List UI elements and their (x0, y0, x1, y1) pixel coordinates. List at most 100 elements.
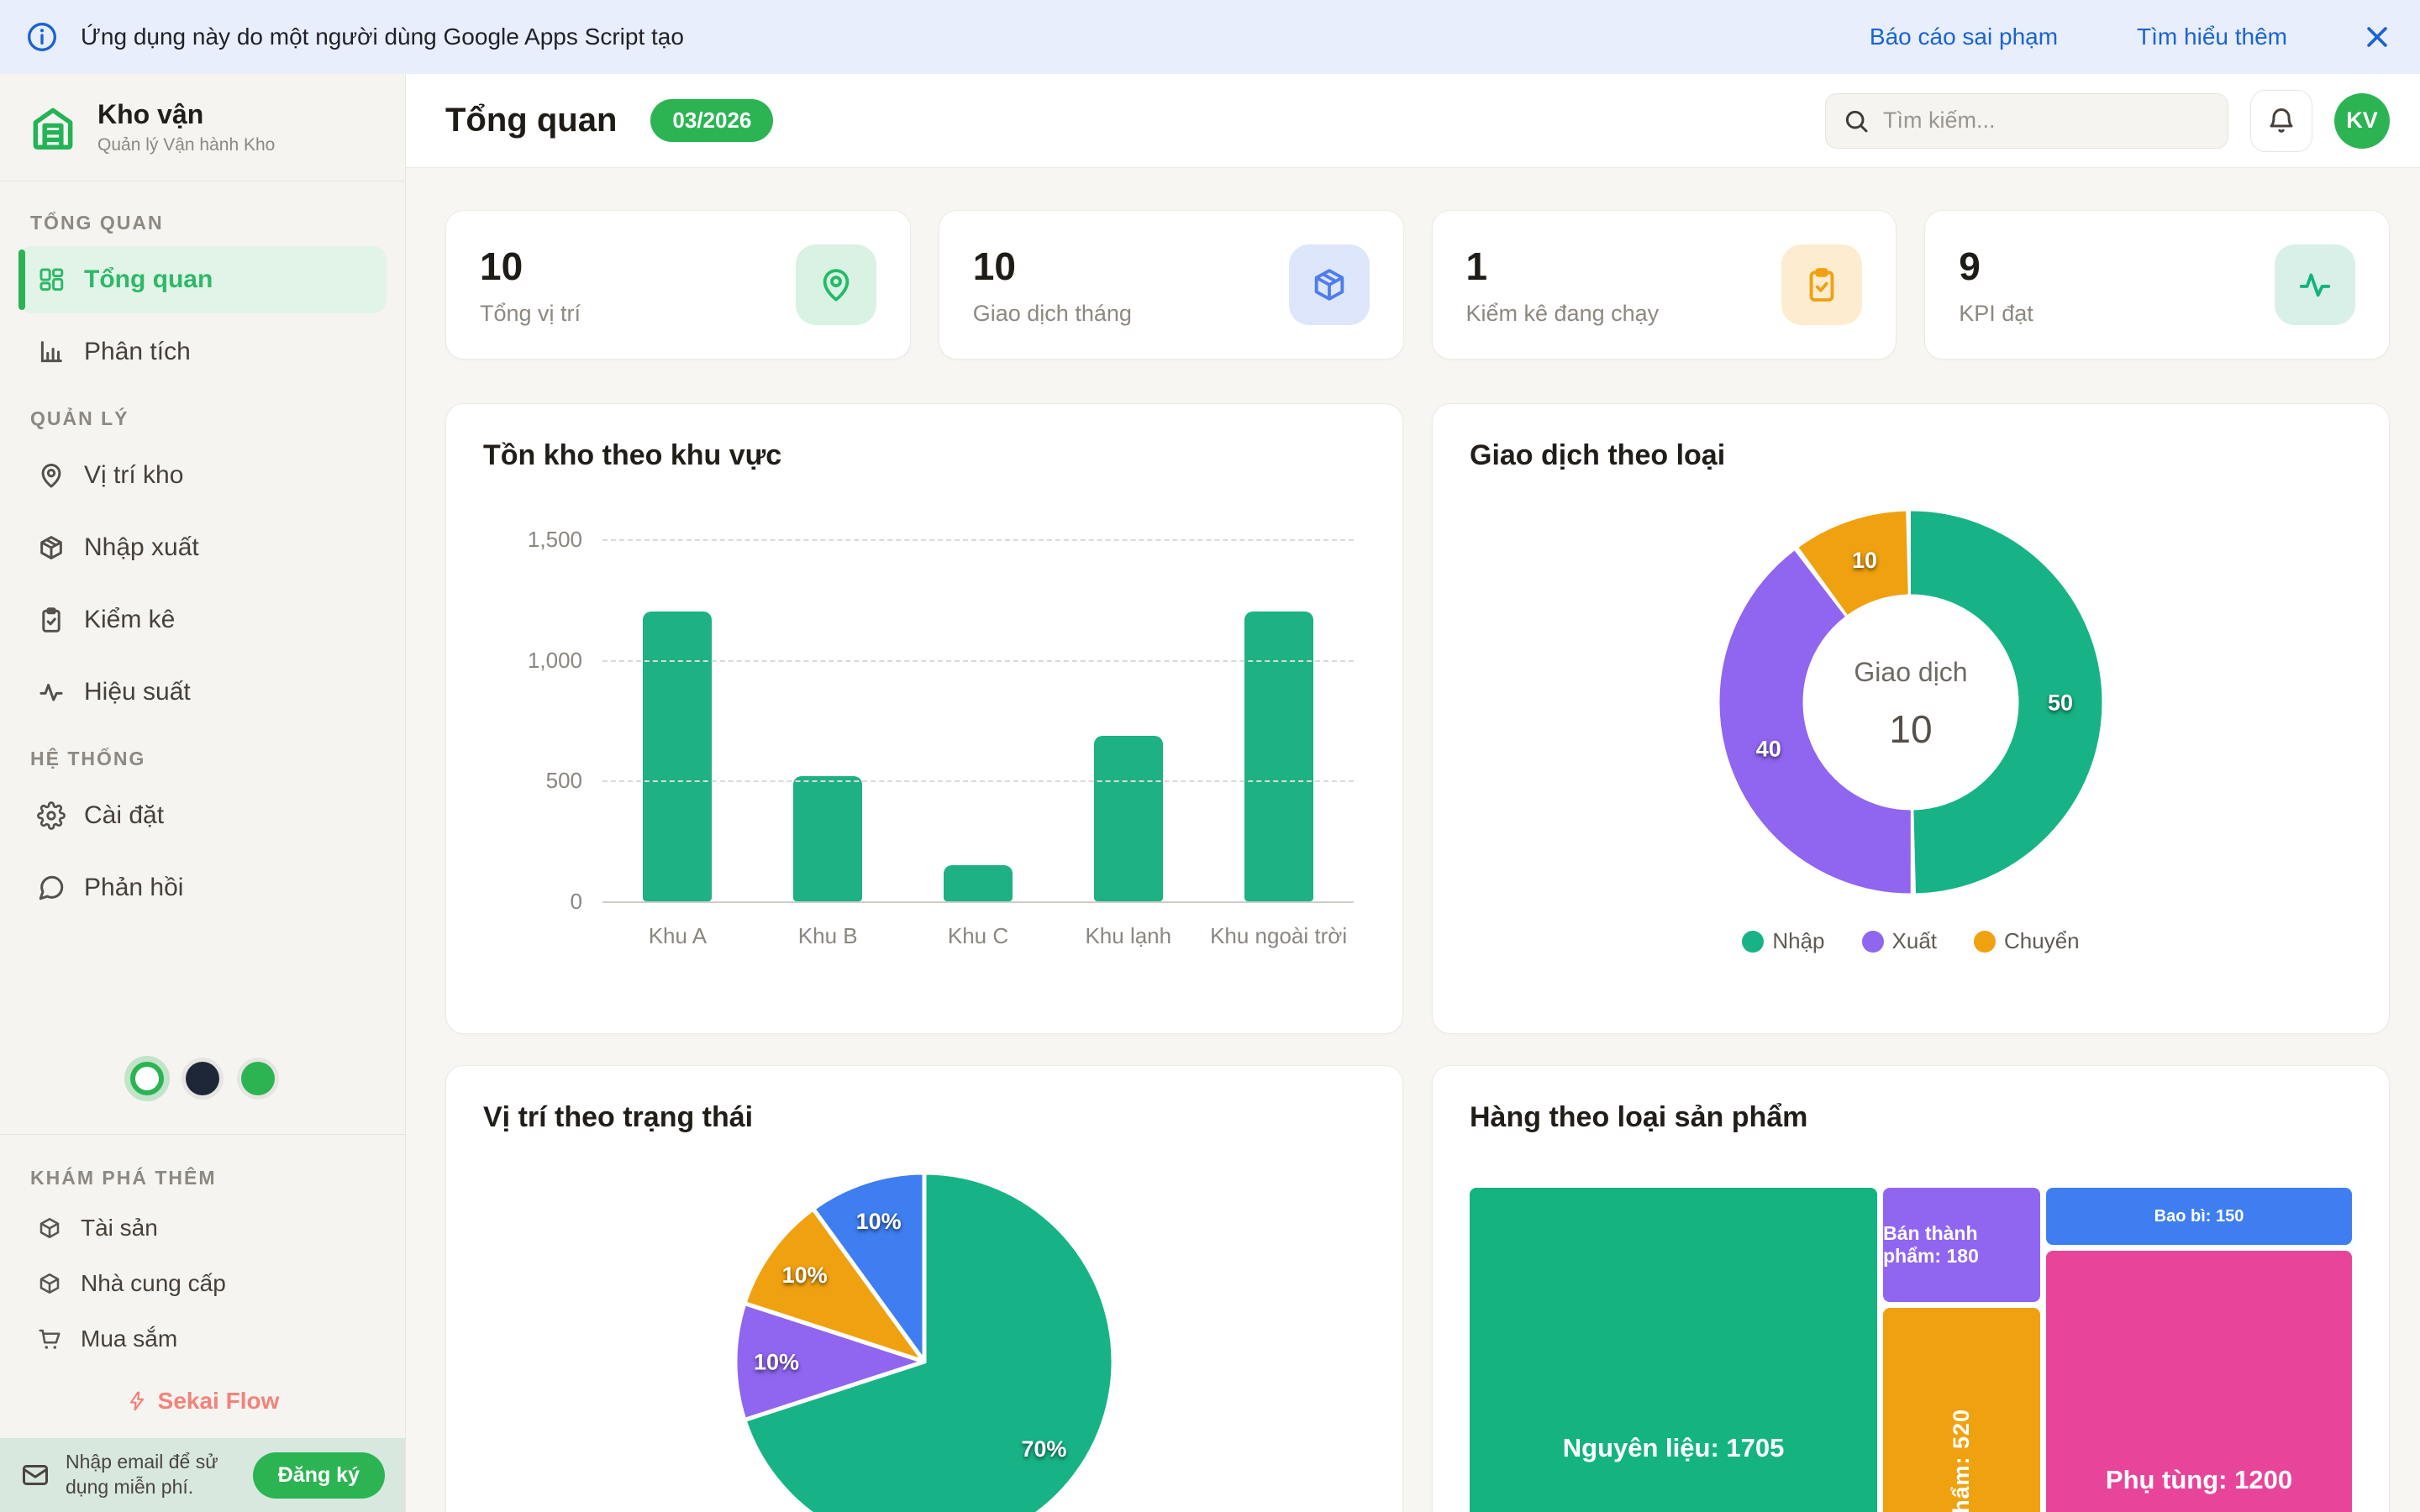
svg-text:10%: 10% (754, 1349, 799, 1374)
bar-chart-icon (37, 338, 66, 366)
theme-color-switcher (0, 1062, 405, 1095)
section-label-explore: KHÁM PHÁ THÊM (30, 1167, 217, 1189)
sidebar-item-nha-cung-cap[interactable]: Nhà cung cấp (18, 1257, 387, 1310)
sidebar-item-tai-san[interactable]: Tài sản (18, 1201, 387, 1255)
email-signup-bar: Nhập email để sử dụng miễn phí. Đăng ký (0, 1438, 405, 1512)
legend-item: Chuyển (1974, 928, 2080, 954)
learn-more-link[interactable]: Tìm hiểu thêm (2137, 24, 2287, 50)
clipboard-check-icon (1781, 244, 1863, 325)
envelope-icon (20, 1460, 50, 1490)
clipboard-check-icon (37, 606, 66, 634)
apps-script-banner: Ứng dụng này do một người dùng Google Ap… (0, 0, 2420, 74)
sidebar-item-nhap-xuat[interactable]: Nhập xuất (18, 514, 387, 581)
chart-title: Hàng theo loại sản phẩm (1470, 1101, 1808, 1133)
svg-text:50: 50 (2048, 690, 2073, 715)
bar-chart-x-axis: Khu A Khu B Khu C Khu lạnh Khu ngoài trời (648, 923, 1348, 948)
charts-grid: Tồn kho theo khu vực 0 500 1,000 1,500 Khu … (445, 403, 2390, 1512)
banner-message: Ứng dụng này do một người dùng Google Ap… (81, 24, 684, 50)
avatar[interactable]: KV (2334, 92, 2390, 149)
svg-text:10%: 10% (782, 1263, 828, 1288)
sidebar-item-cai-dat[interactable]: Cài đặt (18, 782, 387, 849)
bar-chart-y-axis: 0 500 1,000 1,500 (527, 527, 582, 914)
sekai-flow-label: Sekai Flow (157, 1388, 280, 1414)
app-logo-block: Kho vận Quản lý Vận hành Kho (0, 74, 405, 181)
search-box[interactable] (1825, 92, 2228, 149)
report-abuse-link[interactable]: Báo cáo sai phạm (1869, 24, 2059, 50)
stat-value: 1 (1465, 244, 1488, 288)
treemap-node-label: Phụ tùng: 1200 (2105, 1464, 2293, 1494)
sidebar-item-label: Hiệu suất (84, 678, 191, 706)
stat-card-month-transactions: 10 Giao dịch tháng (938, 210, 1404, 360)
signup-button[interactable]: Đăng ký (252, 1452, 385, 1499)
map-pin-icon (795, 244, 876, 325)
sekai-flow-branding[interactable]: Sekai Flow (0, 1388, 405, 1415)
stat-value: 10 (480, 244, 523, 288)
sidebar-item-label: Phân tích (84, 338, 191, 365)
sidebar-item-vi-tri-kho[interactable]: Vị trí kho (18, 442, 387, 509)
sidebar-item-phan-hoi[interactable]: Phản hồi (18, 854, 387, 921)
chart-title: Giao dịch theo loại (1470, 439, 1726, 471)
stat-value: 9 (1959, 244, 1981, 288)
svg-text:40: 40 (1756, 736, 1781, 761)
map-pin-icon (37, 461, 66, 490)
chart-card-goods-by-product-type: Hàng theo loại sản phẩm Nguyên liệu: 170… (1432, 1065, 2390, 1512)
chart-card-locations-by-status: Vị trí theo trạng thái 70% 10% 10% 10% (445, 1065, 1403, 1512)
sidebar-item-label: Tổng quan (84, 265, 213, 293)
notifications-button[interactable] (2250, 89, 2312, 152)
package-icon (1288, 244, 1370, 325)
section-label-overview: TỔNG QUAN (30, 212, 164, 234)
chart-card-transactions-by-type: Giao dịch theo loại 50 40 10 Giao dịch 10 … (1432, 403, 2390, 1034)
bar-chart: 0 500 1,000 1,500 Khu A Khu B Khu C Khu lạnh Kh… (483, 527, 1365, 1010)
treemap-node-ban-thanh-pham: Bán thành phẩm: 180 (1883, 1188, 2040, 1303)
box-icon (37, 1215, 62, 1241)
app-subtitle: Quản lý Vận hành Kho (97, 135, 276, 155)
legend-item: Nhập (1742, 928, 1825, 954)
sidebar-item-label: Vị trí kho (84, 461, 184, 489)
pulse-icon (37, 678, 66, 706)
close-banner-button[interactable] (2363, 23, 2391, 51)
stat-label: Giao dịch tháng (972, 300, 1132, 326)
legend-item: Xuất (1861, 928, 1937, 954)
sidebar-item-kiem-ke[interactable]: Kiểm kê (18, 586, 387, 654)
treemap-node-label: Bán thành phẩm: 180 (1883, 1222, 1979, 1268)
treemap-node-label: Nguyên liệu: 1705 (1562, 1433, 1785, 1462)
package-icon (37, 533, 66, 562)
treemap-node-bao-bi: Bao bì: 150 (2045, 1188, 2352, 1246)
pie-chart: 70% 10% 10% 10% (727, 1164, 1122, 1512)
sidebar: Kho vận Quản lý Vận hành Kho TỔNG QUAN T… (0, 74, 406, 1512)
sidebar-item-phan-tich[interactable]: Phân tích (18, 318, 387, 386)
stat-card-total-locations: 10 Tổng vị trí (445, 210, 911, 360)
treemap-node-phu-tung: Phụ tùng: 1200 (2045, 1251, 2352, 1512)
sidebar-item-tong-quan[interactable]: Tổng quan (18, 246, 387, 313)
search-input[interactable] (1883, 108, 2211, 134)
bell-icon (2266, 106, 2296, 136)
theme-dot-green[interactable] (241, 1062, 275, 1095)
sidebar-item-mua-sam[interactable]: Mua sắm (18, 1312, 387, 1366)
sidebar-explore: KHÁM PHÁ THÊM Tài sản Nhà cung cấp (0, 1134, 405, 1368)
stat-card-running-counts: 1 Kiểm kê đang chạy (1431, 210, 1897, 360)
pulse-icon (2275, 244, 2355, 325)
lightning-icon (126, 1390, 148, 1412)
theme-dot-light[interactable] (130, 1062, 164, 1095)
theme-dot-dark[interactable] (186, 1062, 219, 1095)
stat-label: Kiểm kê đang chạy (1465, 300, 1660, 326)
sidebar-item-label: Tài sản (81, 1215, 158, 1241)
sidebar-item-hieu-suat[interactable]: Hiệu suất (18, 659, 387, 726)
top-header: Tổng quan 03/2026 KV (406, 74, 2420, 168)
chart-card-stock-by-zone: Tồn kho theo khu vực 0 500 1,000 1,500 Khu … (445, 403, 1403, 1034)
period-badge: 03/2026 (650, 99, 774, 142)
svg-text:10%: 10% (856, 1209, 902, 1234)
chart-title: Tồn kho theo khu vực (483, 439, 782, 471)
stat-label: KPI đạt (1959, 300, 2033, 326)
stat-label: Tổng vị trí (480, 300, 581, 326)
sidebar-item-label: Kiểm kê (84, 606, 176, 633)
warehouse-icon (27, 102, 79, 154)
close-icon (2363, 23, 2391, 51)
main-area: Tổng quan 03/2026 KV (406, 74, 2420, 1512)
app-name: Kho vận (97, 99, 204, 129)
bar-chart-plot (602, 539, 1354, 903)
search-icon (1843, 108, 1870, 134)
svg-text:70%: 70% (1021, 1436, 1066, 1462)
donut-legend: Nhập Xuất Chuyển (1470, 928, 2352, 954)
